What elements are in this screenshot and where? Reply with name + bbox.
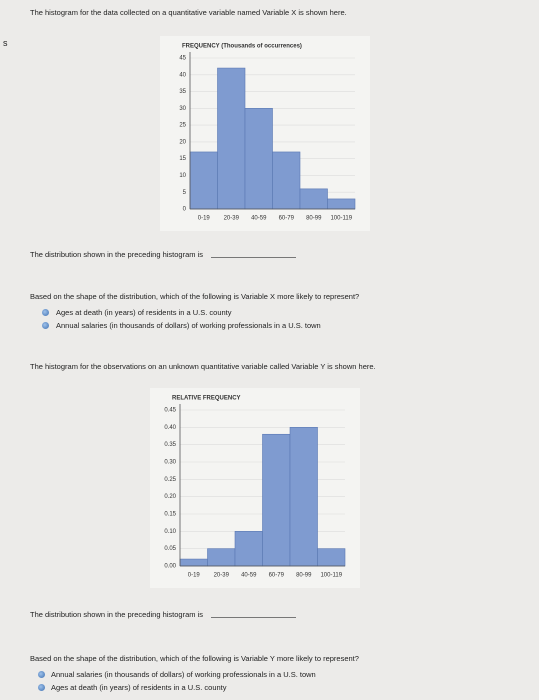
y-tick-label: 0.10 (164, 529, 176, 535)
y-tick-label: 10 (179, 173, 186, 179)
x-tick-label: 0-19 (198, 216, 211, 222)
option[interactable]: Annual salaries (in thousands of dollars… (56, 321, 321, 330)
histogram: FREQUENCY (Thousands of occurrences) 0 5 10… (160, 36, 370, 231)
y-tick-label: 5 (183, 190, 187, 196)
question: Based on the shape of the distribution, … (30, 292, 360, 301)
statement: The distribution shown in the preceding … (30, 250, 297, 259)
y-tick-label: 0.20 (164, 494, 176, 500)
y-axis-title: RELATIVE FREQUENCY (172, 396, 241, 402)
statement-text: The distribution shown in the preceding … (30, 610, 204, 619)
option[interactable]: Ages at death (in years) of residents in… (56, 308, 232, 317)
statement: The distribution shown in the preceding … (30, 610, 297, 619)
side-marker: s (3, 38, 8, 48)
y-tick-label: 45 (179, 56, 186, 62)
radio[interactable] (38, 671, 45, 678)
intro: The histogram for the data collected on … (30, 8, 347, 17)
bar (179, 558, 208, 567)
y-tick-label: 25 (179, 123, 186, 129)
y-tick-label: 0.45 (164, 408, 176, 414)
bar (189, 151, 218, 210)
y-tick-label: 30 (179, 106, 186, 112)
x-tick-label: 100-119 (320, 573, 342, 579)
x-tick-label: 20-39 (224, 216, 240, 222)
radio[interactable] (42, 309, 49, 316)
y-tick-label: 0.15 (164, 512, 176, 518)
answer-blank[interactable] (211, 257, 297, 258)
x-tick-label: 100-119 (330, 216, 352, 222)
answer-blank[interactable] (211, 617, 297, 618)
x-tick-label: 60-79 (279, 216, 295, 222)
x-tick-label: 80-99 (306, 216, 322, 222)
x-tick-label: 60-79 (269, 573, 285, 579)
x-tick-label: 80-99 (296, 573, 312, 579)
bar (234, 531, 263, 567)
bar (289, 427, 318, 567)
x-tick-label: 0-19 (188, 573, 201, 579)
x-tick-label: 40-59 (251, 216, 267, 222)
bar (299, 188, 328, 210)
y-tick-label: 0.35 (164, 442, 176, 448)
y-tick-label: 0.25 (164, 477, 176, 483)
y-tick-label: 0.40 (164, 425, 176, 431)
question: Based on the shape of the distribution, … (30, 654, 359, 663)
bar (217, 67, 246, 210)
x-tick-label: 20-39 (214, 573, 230, 579)
y-tick-label: 0 (183, 207, 187, 213)
x-tick-label: 40-59 (241, 573, 257, 579)
intro: The histogram for the observations on an… (30, 362, 376, 371)
radio[interactable] (42, 322, 49, 329)
histogram: RELATIVE FREQUENCY 0.00 0.05 0.10 0.15 0.20 0.… (150, 388, 360, 588)
y-tick-label: 40 (179, 72, 186, 78)
statement-text: The distribution shown in the preceding … (30, 250, 204, 259)
bar (317, 548, 346, 567)
y-tick-label: 0.00 (164, 564, 176, 570)
bar (272, 151, 301, 210)
radio[interactable] (38, 684, 45, 691)
y-tick-label: 0.30 (164, 460, 176, 466)
y-tick-label: 15 (179, 156, 186, 162)
option[interactable]: Annual salaries (in thousands of dollars… (51, 670, 316, 679)
y-axis-title: FREQUENCY (Thousands of occurrences) (182, 44, 302, 50)
y-tick-label: 20 (179, 139, 186, 145)
bar (262, 433, 291, 567)
option[interactable]: Ages at death (in years) of residents in… (51, 683, 227, 692)
bar (207, 548, 236, 567)
bar (327, 198, 356, 210)
bar (244, 108, 273, 210)
y-tick-label: 0.05 (164, 546, 176, 552)
y-tick-label: 35 (179, 89, 186, 95)
